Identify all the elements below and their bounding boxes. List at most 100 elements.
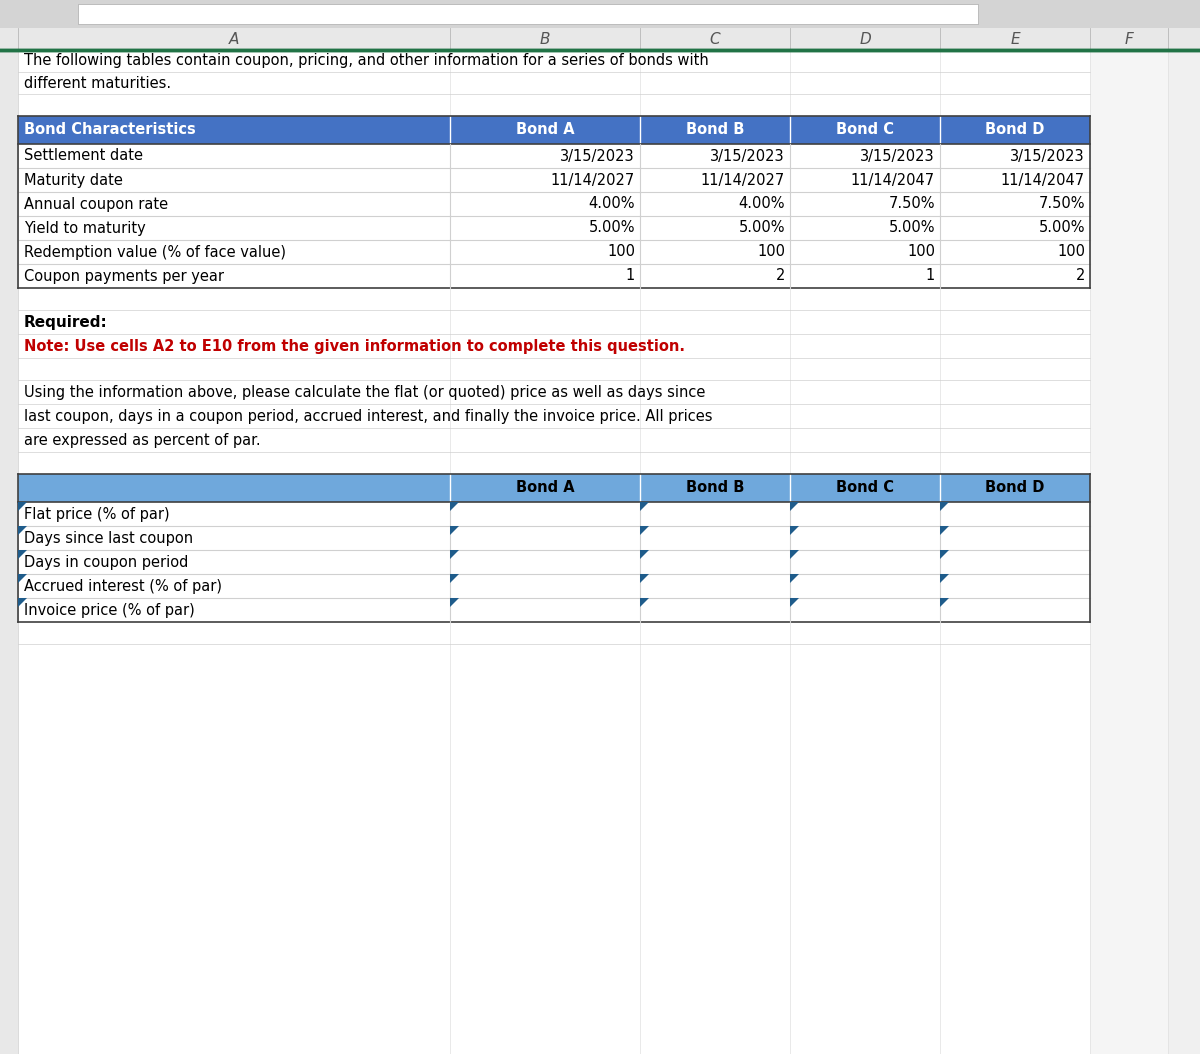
Text: 2: 2 [1075,269,1085,284]
Text: Settlement date: Settlement date [24,149,143,163]
Text: The following tables contain coupon, pricing, and other information for a series: The following tables contain coupon, pri… [24,54,709,69]
Text: are expressed as percent of par.: are expressed as percent of par. [24,432,260,448]
Text: 4.00%: 4.00% [738,196,785,212]
Text: Redemption value (% of face value): Redemption value (% of face value) [24,245,286,259]
Polygon shape [790,502,799,511]
Polygon shape [940,598,949,607]
Bar [18,474,1090,502]
Bar [78,4,978,24]
Text: 2: 2 [775,269,785,284]
Text: 11/14/2047: 11/14/2047 [851,173,935,188]
Text: Annual coupon rate: Annual coupon rate [24,196,168,212]
Text: 1: 1 [925,269,935,284]
Text: Bond A: Bond A [516,481,575,495]
Text: Bond Characteristics: Bond Characteristics [24,122,196,137]
Polygon shape [940,526,949,535]
Bar [18,50,1090,1054]
Text: Bond C: Bond C [836,122,894,137]
Polygon shape [450,526,458,535]
Polygon shape [940,574,949,583]
Polygon shape [640,550,649,559]
Text: Yield to maturity: Yield to maturity [24,220,145,235]
Polygon shape [790,550,799,559]
Text: Required:: Required: [24,314,108,330]
Text: 3/15/2023: 3/15/2023 [860,149,935,163]
Bar [18,598,1090,622]
Polygon shape [18,574,28,583]
Bar [0,28,1200,50]
Bar [18,116,1090,144]
Polygon shape [450,598,458,607]
Polygon shape [18,502,28,511]
Text: 3/15/2023: 3/15/2023 [560,149,635,163]
Polygon shape [790,526,799,535]
Text: 5.00%: 5.00% [1038,220,1085,235]
Text: B: B [540,32,551,46]
Text: Bond D: Bond D [985,122,1045,137]
Bar [1090,50,1168,1054]
Text: Maturity date: Maturity date [24,173,122,188]
Text: Flat price (% of par): Flat price (% of par) [24,507,169,522]
Polygon shape [940,550,949,559]
Text: Bond B: Bond B [686,481,744,495]
Polygon shape [18,598,28,607]
Text: 100: 100 [1057,245,1085,259]
Polygon shape [640,574,649,583]
Polygon shape [640,598,649,607]
Text: E: E [1010,32,1020,46]
Text: Bond B: Bond B [686,122,744,137]
Text: 3/15/2023: 3/15/2023 [710,149,785,163]
Bar [18,526,1090,550]
Bar [18,574,1090,598]
Bar [18,192,1090,216]
Bar [0,0,1200,28]
Text: 100: 100 [907,245,935,259]
Bar [1168,50,1200,1054]
Text: 5.00%: 5.00% [588,220,635,235]
Text: Days since last coupon: Days since last coupon [24,530,193,546]
Text: 1: 1 [625,269,635,284]
Bar [18,502,1090,526]
Text: 11/14/2027: 11/14/2027 [701,173,785,188]
Text: Days in coupon period: Days in coupon period [24,554,188,569]
Text: Note: Use cells A2 to E10 from the given information to complete this question.: Note: Use cells A2 to E10 from the given… [24,338,685,353]
Polygon shape [450,502,458,511]
Bar [18,144,1090,168]
Text: 11/14/2047: 11/14/2047 [1001,173,1085,188]
Text: 100: 100 [757,245,785,259]
Polygon shape [450,574,458,583]
Bar [0,50,18,1054]
Text: C: C [709,32,720,46]
Text: F: F [1124,32,1133,46]
Polygon shape [640,526,649,535]
Polygon shape [940,502,949,511]
Text: 3/15/2023: 3/15/2023 [1010,149,1085,163]
Text: Bond C: Bond C [836,481,894,495]
Text: different maturities.: different maturities. [24,76,172,91]
Polygon shape [450,550,458,559]
Polygon shape [640,502,649,511]
Text: Bond D: Bond D [985,481,1045,495]
Text: 11/14/2027: 11/14/2027 [551,173,635,188]
Text: 7.50%: 7.50% [888,196,935,212]
Text: D: D [859,32,871,46]
Text: Coupon payments per year: Coupon payments per year [24,269,224,284]
Text: 4.00%: 4.00% [588,196,635,212]
Bar [18,216,1090,240]
Text: 5.00%: 5.00% [888,220,935,235]
Text: Invoice price (% of par): Invoice price (% of par) [24,603,194,618]
Bar [18,240,1090,264]
Text: Using the information above, please calculate the flat (or quoted) price as well: Using the information above, please calc… [24,385,706,399]
Text: Bond A: Bond A [516,122,575,137]
Polygon shape [790,598,799,607]
Polygon shape [18,550,28,559]
Text: last coupon, days in a coupon period, accrued interest, and finally the invoice : last coupon, days in a coupon period, ac… [24,409,713,424]
Polygon shape [18,526,28,535]
Text: 5.00%: 5.00% [738,220,785,235]
Polygon shape [790,574,799,583]
Bar [18,264,1090,288]
Bar [18,550,1090,574]
Bar [18,168,1090,192]
Text: 100: 100 [607,245,635,259]
Text: 7.50%: 7.50% [1038,196,1085,212]
